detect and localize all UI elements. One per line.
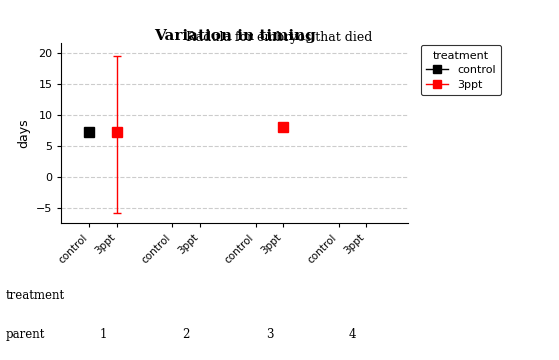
Text: treatment: treatment <box>6 289 65 302</box>
Y-axis label: days: days <box>17 118 31 148</box>
Legend: control, 3ppt: control, 3ppt <box>420 45 501 95</box>
Text: 1: 1 <box>100 328 107 341</box>
Text: 2: 2 <box>183 328 190 341</box>
Text: parent: parent <box>6 328 45 341</box>
Text: Radula for embryos that died: Radula for embryos that died <box>186 31 373 44</box>
Title: Variation in timing: Variation in timing <box>154 29 316 43</box>
Text: 4: 4 <box>349 328 357 341</box>
Text: 3: 3 <box>266 328 273 341</box>
